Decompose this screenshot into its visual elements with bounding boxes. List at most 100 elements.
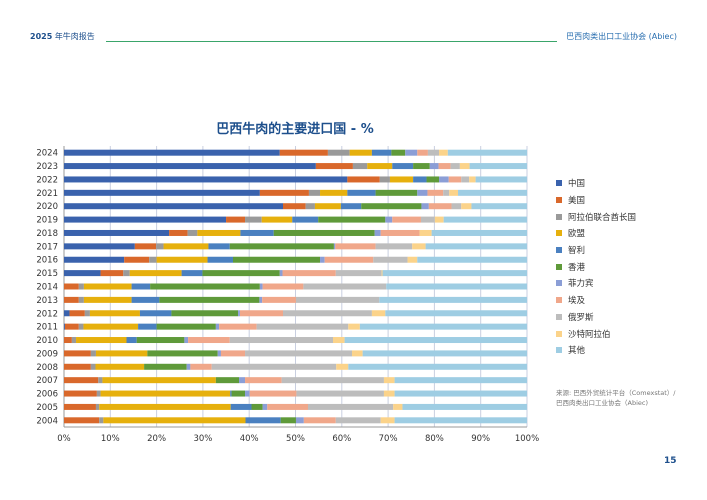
report-header-title: 2025 年牛肉报告 (30, 31, 95, 42)
bar-segment (333, 337, 345, 344)
y-tick-label: 2018 (36, 229, 58, 239)
bar-segment (335, 243, 376, 250)
x-tick-label: 10% (101, 434, 120, 444)
bar-segment (439, 176, 449, 183)
bar-segment (320, 256, 325, 263)
y-tick-label: 2017 (36, 242, 58, 252)
bar-segment (392, 163, 414, 170)
bar-segment (305, 203, 315, 210)
bar-segment (292, 216, 319, 223)
bar-segment (461, 176, 470, 183)
bar-segment (347, 176, 380, 183)
bar-segment (64, 417, 100, 424)
bar-segment (89, 310, 140, 317)
x-tick-label: 20% (147, 434, 166, 444)
bar-segment (386, 283, 527, 290)
bar-segment (383, 377, 395, 384)
legend-swatch (556, 347, 562, 354)
bar-segment (238, 310, 240, 317)
bar-segment (375, 243, 413, 250)
page-number: 15 (664, 456, 677, 466)
bar-segment (361, 203, 422, 210)
bar-segment (273, 229, 375, 236)
bar-segment (64, 149, 280, 156)
y-tick-label: 2007 (36, 376, 58, 386)
bar-segment (412, 243, 426, 250)
x-tick-label: 50% (286, 434, 305, 444)
bar-segment (426, 176, 440, 183)
bar-segment (103, 417, 246, 424)
bar-segment (187, 229, 198, 236)
bar-segment (443, 216, 527, 223)
bar-segment (171, 310, 239, 317)
bar-segment (96, 390, 101, 397)
bar-segment (450, 163, 460, 170)
bar-segment (220, 350, 246, 357)
y-tick-label: 2012 (36, 309, 58, 319)
header-org: 巴西肉类出口工业协会 (Abiec) (566, 32, 677, 41)
source-line-2: 巴西肉类出口工业协会（Abiec) (556, 399, 648, 407)
bar-segment (95, 363, 145, 370)
bar-segment (308, 403, 394, 410)
bar-segment (245, 350, 352, 357)
bar-segment (359, 323, 527, 330)
bar-segment (186, 363, 191, 370)
bar-segment (262, 296, 296, 303)
bar-segment (71, 337, 77, 344)
bar-segment (100, 270, 124, 277)
bar-segment (394, 417, 527, 424)
bar-segment (184, 337, 189, 344)
bar-segment (230, 390, 232, 397)
bar-segment (421, 203, 429, 210)
y-tick-label: 2004 (36, 416, 58, 426)
bar-segment (131, 296, 160, 303)
bar-segment (219, 323, 257, 330)
bar-segment (99, 417, 104, 424)
bar-segment (83, 323, 139, 330)
bar-segment (230, 403, 252, 410)
bar-segment (314, 203, 341, 210)
bar-segment (215, 377, 240, 384)
bar-segment (240, 229, 274, 236)
bar-segment (64, 296, 79, 303)
bar-segment (245, 377, 282, 384)
bar-segment (99, 403, 231, 410)
bar-segment (98, 377, 103, 384)
x-tick-label: 40% (240, 434, 259, 444)
bar-segment (95, 403, 100, 410)
bar-segment (197, 229, 241, 236)
bar-segment (226, 216, 246, 223)
y-tick-label: 2006 (36, 390, 58, 400)
bar-segment (303, 417, 336, 424)
bar-segment (349, 149, 372, 156)
legend-item: 美国 (556, 192, 636, 209)
x-tick-label: 100% (515, 434, 539, 444)
bar-segment (239, 377, 246, 384)
legend-label: 俄罗斯 (568, 312, 594, 323)
bar-segment (303, 283, 387, 290)
legend-label: 埃及 (568, 296, 586, 307)
legend-item: 沙特阿拉伯 (556, 325, 636, 342)
legend-swatch (556, 263, 562, 270)
legend-label: 沙特阿拉伯 (568, 329, 611, 340)
header-divider (106, 41, 557, 42)
bar-segment (451, 203, 462, 210)
y-tick-label: 2014 (36, 283, 58, 293)
bar-segment (461, 203, 472, 210)
bar-segment (469, 176, 476, 183)
y-tick-label: 2022 (36, 175, 58, 185)
bar-segment (431, 229, 527, 236)
bar-segment (215, 323, 220, 330)
legend-label: 香港 (568, 262, 586, 273)
bar-segment (64, 216, 227, 223)
bar-segment (327, 149, 350, 156)
bar-segment (379, 176, 390, 183)
legend-item: 欧盟 (556, 225, 636, 242)
bar-segment (64, 337, 72, 344)
bar-segment (64, 243, 135, 250)
bar-segment (188, 337, 230, 344)
bar-segment (383, 390, 395, 397)
bar-segment (84, 310, 90, 317)
bar-segment (405, 149, 418, 156)
